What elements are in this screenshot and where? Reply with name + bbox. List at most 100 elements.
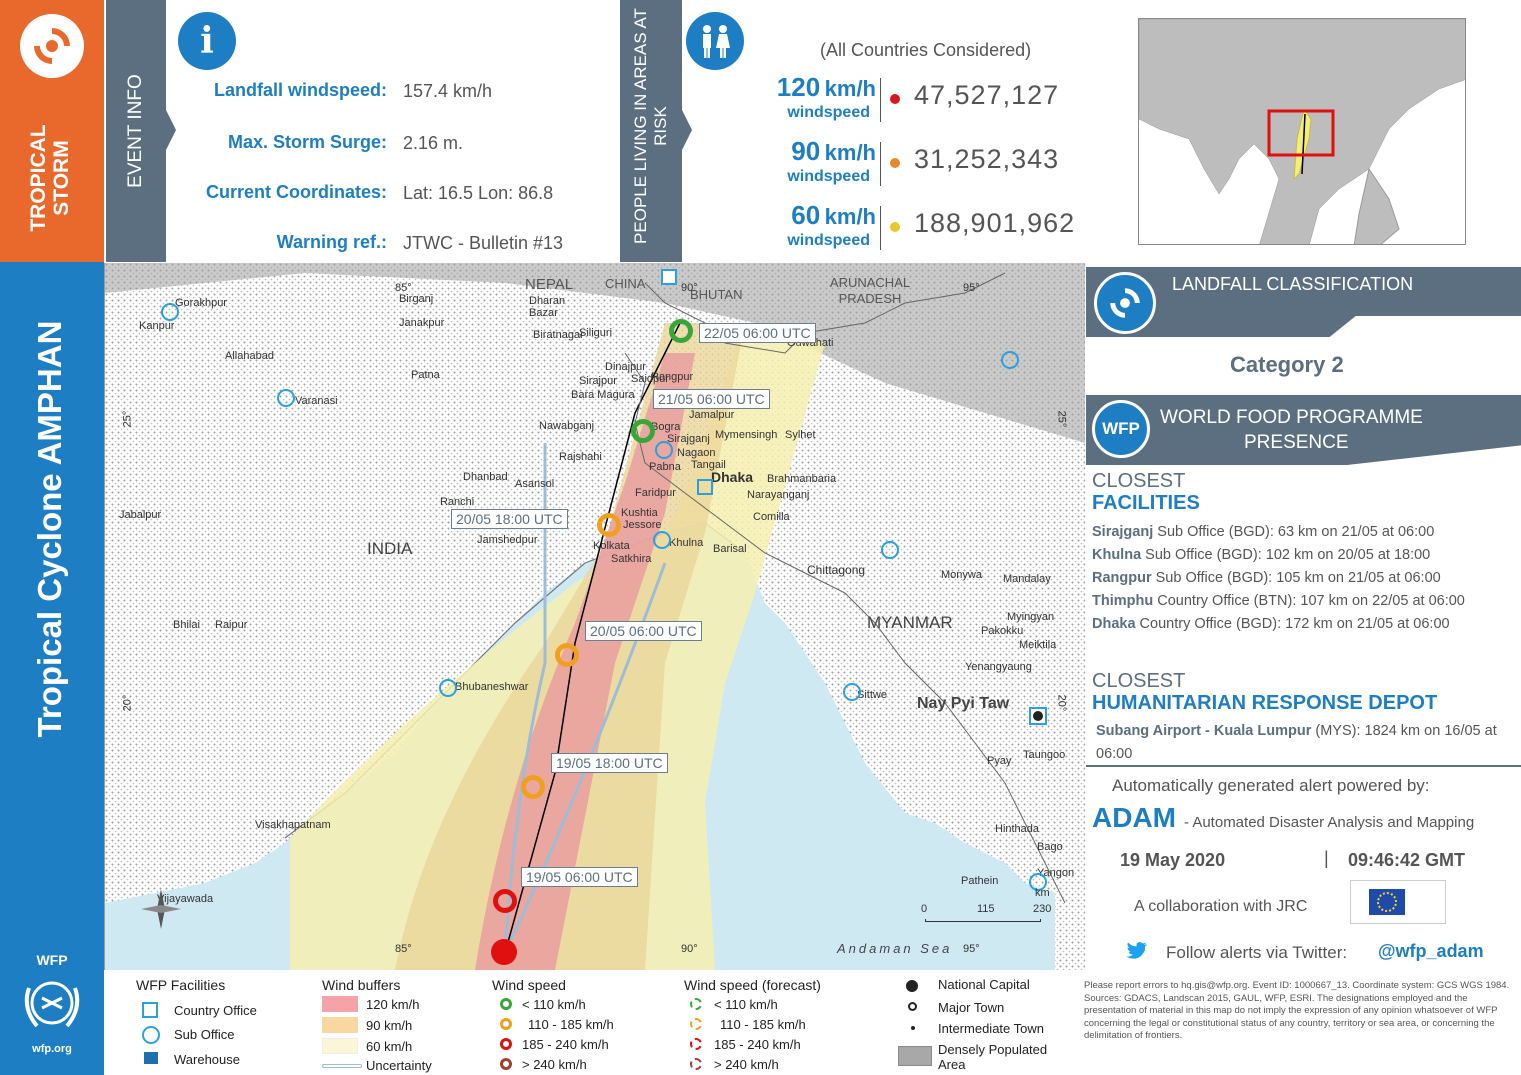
- event-type-band: TROPICAL STORM: [0, 0, 104, 262]
- warning-label: Warning ref.:: [276, 232, 387, 252]
- town-label: Khulna: [669, 537, 704, 549]
- people-note: (All Countries Considered): [820, 40, 1032, 60]
- buffer-60-swatch: [322, 1038, 358, 1054]
- legend-uncertainty: Uncertainty: [366, 1058, 432, 1073]
- dense-area-swatch: [898, 1046, 932, 1066]
- wfp-logo-text: WFP: [36, 952, 68, 968]
- town-label: Biratnagar: [533, 329, 584, 341]
- town-label: Yangon: [1037, 867, 1075, 879]
- collab-text: A collaboration with JRC: [1134, 898, 1308, 915]
- wfp-emblem: WFP wfp.org: [14, 952, 90, 1055]
- legend-national-capital: National Capital: [938, 977, 1030, 992]
- people-row-90: 90 km/h windspeed 31,252,343: [700, 136, 1120, 191]
- town-label: Mandalay: [1003, 573, 1051, 585]
- speed-90: 90: [791, 136, 821, 166]
- track-label-20-05-1800: 20/05 18:00 UTC: [451, 509, 568, 529]
- legend-buffers-title: Wind buffers: [322, 977, 401, 993]
- scale-115: 115: [977, 903, 995, 915]
- dot-90: [890, 158, 900, 168]
- eu-flag-icon: [1369, 889, 1405, 915]
- facility-item: Thimphu Country Office (BTN): 107 km on …: [1092, 593, 1465, 609]
- sub-office-marker-icon[interactable]: [655, 441, 673, 459]
- label-arunachal: ARUNACHAL PRADESH: [829, 275, 911, 306]
- legend-speed-title: Wind speed: [492, 977, 566, 993]
- town-label: Sirajpur: [579, 375, 617, 387]
- town-label: Pakokku: [981, 625, 1024, 637]
- town-label: Bogra: [651, 421, 681, 433]
- main-map[interactable]: NEPAL CHINA BHUTAN ARUNACHAL PRADESH IND…: [104, 263, 1085, 970]
- town-label: Pyay: [987, 755, 1012, 767]
- lat-20-right: 20°: [1055, 694, 1068, 712]
- sub-120: windspeed: [787, 104, 870, 121]
- sub-office-marker-icon[interactable]: [1029, 873, 1047, 891]
- cyclone-icon: [20, 14, 84, 78]
- event-info-label: EVENT INFO: [125, 74, 146, 188]
- town-label: Visakhapatnam: [255, 819, 331, 831]
- alert-date: 19 May 2020: [1120, 850, 1226, 870]
- sub-office-marker-icon[interactable]: [1001, 351, 1019, 369]
- storm-symbol-green-icon: [631, 419, 655, 443]
- town-label: Rajshahi: [559, 451, 602, 463]
- town-label: Gorakhpur: [175, 297, 227, 309]
- sub-office-legend-icon: [142, 1026, 160, 1044]
- town-label: Dhanbad: [463, 471, 508, 483]
- inset-map: [1138, 18, 1466, 245]
- town-label: Sittwe: [857, 689, 887, 701]
- sub-office-marker-icon[interactable]: [439, 679, 457, 697]
- forecast-red-icon: [690, 1038, 702, 1050]
- town-label: Jabalpur: [119, 509, 162, 521]
- wfp-badge-icon: WFP: [1092, 400, 1150, 458]
- town-label: Pathein: [961, 875, 999, 887]
- town-label: Nawabganj: [539, 420, 595, 432]
- sub-office-marker-icon[interactable]: [881, 541, 899, 559]
- label-capital: Nay Pyi Taw: [917, 695, 1010, 712]
- legend-speed-4: > 240 km/h: [522, 1057, 587, 1072]
- town-label: Bago: [1037, 841, 1063, 853]
- sub-90: windspeed: [787, 168, 870, 185]
- label-nepal: NEPAL: [525, 276, 574, 293]
- disclaimer: Please report errors to hq.gis@wfp.org. …: [1084, 980, 1510, 1041]
- people-icon: [686, 12, 744, 70]
- country-office-marker-icon[interactable]: [661, 269, 677, 285]
- town-label: Satkhira: [611, 553, 652, 565]
- alert-sep: |: [1324, 848, 1329, 868]
- legend-speed-3: 185 - 240 km/h: [522, 1037, 609, 1052]
- town-label: Sirajganj: [667, 433, 710, 445]
- town-label: Siliguri: [579, 327, 613, 339]
- surge-value: 2.16 m.: [403, 133, 464, 153]
- speed-green-icon: [500, 998, 512, 1010]
- town-label: Comilla: [753, 511, 790, 523]
- town-label: Bhubaneshwar: [455, 681, 529, 693]
- landfall-value: 157.4 km/h: [403, 81, 493, 101]
- sub-office-marker-icon[interactable]: [277, 389, 295, 407]
- divider: [1086, 765, 1521, 767]
- legend-warehouse: Warehouse: [174, 1052, 240, 1067]
- town-label: Vijayawada: [157, 893, 214, 905]
- facility-item: Sirajganj Sub Office (BGD): 63 km on 21/…: [1092, 524, 1435, 540]
- town-label: Ranchi: [440, 496, 475, 508]
- speed-brown-icon: [500, 1058, 512, 1070]
- country-office-marker-icon[interactable]: [697, 479, 713, 495]
- sub-office-marker-icon[interactable]: [161, 303, 179, 321]
- town-label: Chittagong: [807, 563, 866, 577]
- lon-90-top: 90°: [681, 282, 698, 294]
- twitter-icon[interactable]: [1126, 942, 1148, 960]
- facility-item: Dhaka Country Office (BGD): 172 km on 21…: [1092, 616, 1450, 632]
- sub-office-marker-icon[interactable]: [653, 531, 671, 549]
- twitter-handle-link[interactable]: @wfp_adam: [1378, 941, 1484, 961]
- legend-dense-area: Densely Populated Area: [938, 1042, 1048, 1072]
- town-label: Dinajpur: [605, 361, 646, 373]
- town-label: Bhilai: [173, 619, 200, 631]
- wfp-presence-header: [1086, 395, 1521, 465]
- pop-120: 47,527,127: [914, 80, 1060, 110]
- label-china: CHINA: [605, 276, 646, 291]
- storm-symbol-red-icon: [493, 889, 517, 913]
- eu-commission-logo: [1350, 880, 1446, 924]
- sub-office-marker-icon[interactable]: [843, 683, 861, 701]
- town-label: Rangpur: [651, 371, 694, 383]
- warehouse-legend-icon: [144, 1052, 158, 1064]
- town-label: Birganj: [399, 293, 434, 305]
- town-label: Allahabad: [225, 350, 274, 362]
- town-label: Patna: [411, 369, 440, 381]
- cyclone-class-icon: [1094, 272, 1156, 334]
